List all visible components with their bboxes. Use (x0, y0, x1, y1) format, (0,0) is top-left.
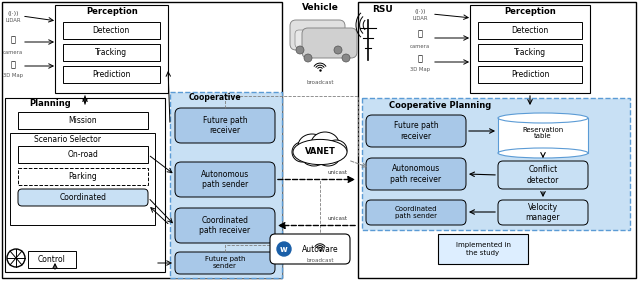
Text: 3D Map: 3D Map (410, 67, 430, 72)
Bar (498, 118, 588, 153)
FancyBboxPatch shape (498, 200, 588, 225)
Text: Planning: Planning (29, 100, 71, 108)
Ellipse shape (292, 142, 312, 162)
Text: unicast: unicast (327, 217, 347, 221)
Text: RSU: RSU (372, 5, 393, 15)
Bar (170, 92, 282, 278)
Text: LIDAR: LIDAR (412, 17, 428, 21)
Circle shape (7, 249, 25, 267)
Text: Cooperative Planning: Cooperative Planning (389, 100, 491, 110)
Text: Perception: Perception (86, 7, 138, 15)
Bar (5, 98, 165, 272)
Ellipse shape (296, 142, 344, 162)
Text: Vehicle: Vehicle (301, 3, 339, 13)
Text: Future path
receiver: Future path receiver (203, 116, 247, 135)
Bar (478, 22, 582, 39)
Bar (63, 66, 160, 83)
Ellipse shape (325, 140, 347, 160)
Bar (18, 112, 148, 129)
Text: Detection: Detection (511, 26, 548, 35)
FancyBboxPatch shape (175, 108, 275, 143)
Bar (18, 168, 148, 185)
FancyBboxPatch shape (175, 162, 275, 197)
Text: Conflict
detector: Conflict detector (527, 165, 559, 185)
FancyBboxPatch shape (175, 252, 275, 274)
Bar (358, 2, 636, 278)
Text: 📍: 📍 (10, 61, 15, 69)
Text: Reservation
table: Reservation table (522, 126, 564, 140)
FancyBboxPatch shape (295, 30, 338, 48)
Text: 🎬: 🎬 (417, 29, 422, 39)
Text: Autoware: Autoware (302, 245, 339, 253)
Circle shape (277, 242, 291, 256)
FancyBboxPatch shape (366, 200, 466, 225)
Bar (63, 44, 160, 61)
Ellipse shape (298, 134, 326, 158)
FancyBboxPatch shape (290, 20, 345, 50)
Text: Detection: Detection (92, 26, 130, 35)
Text: On-road: On-road (68, 150, 99, 159)
Circle shape (296, 46, 304, 54)
Text: Prediction: Prediction (511, 70, 549, 79)
Text: Tracking: Tracking (514, 48, 546, 57)
Bar (2, 2, 282, 278)
Text: Cooperative: Cooperative (189, 94, 241, 102)
Text: Parking: Parking (68, 172, 97, 181)
FancyBboxPatch shape (498, 161, 588, 189)
Text: Mission: Mission (68, 116, 97, 125)
Circle shape (342, 54, 350, 62)
Text: 3D Map: 3D Map (3, 74, 23, 78)
Bar (438, 234, 528, 264)
FancyBboxPatch shape (366, 115, 466, 147)
Circle shape (304, 54, 312, 62)
Text: Perception: Perception (504, 7, 556, 15)
Text: Autonomous
path receiver: Autonomous path receiver (390, 164, 442, 184)
Text: VANET: VANET (305, 148, 335, 156)
FancyBboxPatch shape (302, 28, 357, 58)
Text: Coordinated
path sender: Coordinated path sender (395, 206, 437, 219)
Bar (28, 251, 76, 268)
Bar (10, 133, 155, 225)
Text: broadcast: broadcast (307, 80, 333, 84)
Ellipse shape (293, 139, 347, 165)
Ellipse shape (302, 148, 326, 166)
Ellipse shape (498, 113, 588, 123)
Text: w: w (280, 245, 288, 253)
Text: unicast: unicast (327, 170, 347, 176)
Text: Prediction: Prediction (92, 70, 130, 79)
Bar (362, 98, 630, 230)
Text: Coordinated: Coordinated (60, 193, 106, 202)
Text: Scenario Selector: Scenario Selector (35, 134, 102, 144)
FancyBboxPatch shape (366, 158, 466, 190)
Text: Future path
sender: Future path sender (205, 257, 245, 269)
Text: 🎬: 🎬 (10, 35, 15, 45)
Text: 📍: 📍 (417, 55, 422, 63)
Text: ((·)): ((·)) (7, 11, 19, 17)
Text: LIDAR: LIDAR (5, 19, 20, 23)
FancyBboxPatch shape (175, 208, 275, 243)
Ellipse shape (316, 146, 340, 166)
Text: Implemented in
the study: Implemented in the study (456, 243, 511, 255)
Text: Future path
receiver: Future path receiver (394, 121, 438, 141)
Bar (55, 5, 168, 93)
Text: Autonomous
path sender: Autonomous path sender (201, 170, 249, 189)
Ellipse shape (311, 132, 339, 156)
Bar (470, 5, 590, 93)
FancyBboxPatch shape (18, 189, 148, 206)
Bar (478, 66, 582, 83)
Ellipse shape (498, 148, 588, 158)
FancyBboxPatch shape (270, 234, 350, 264)
Text: Control: Control (38, 255, 66, 264)
Text: broadcast: broadcast (307, 257, 333, 263)
Bar (18, 146, 148, 163)
Bar (478, 44, 582, 61)
Text: Velocity
manager: Velocity manager (525, 203, 560, 222)
Text: Tracking: Tracking (95, 48, 127, 57)
Text: ((·)): ((·)) (414, 9, 426, 15)
Circle shape (334, 46, 342, 54)
Text: camera: camera (410, 43, 430, 49)
Text: camera: camera (3, 49, 23, 55)
Text: Coordinated
path receiver: Coordinated path receiver (200, 216, 251, 235)
Bar (63, 22, 160, 39)
